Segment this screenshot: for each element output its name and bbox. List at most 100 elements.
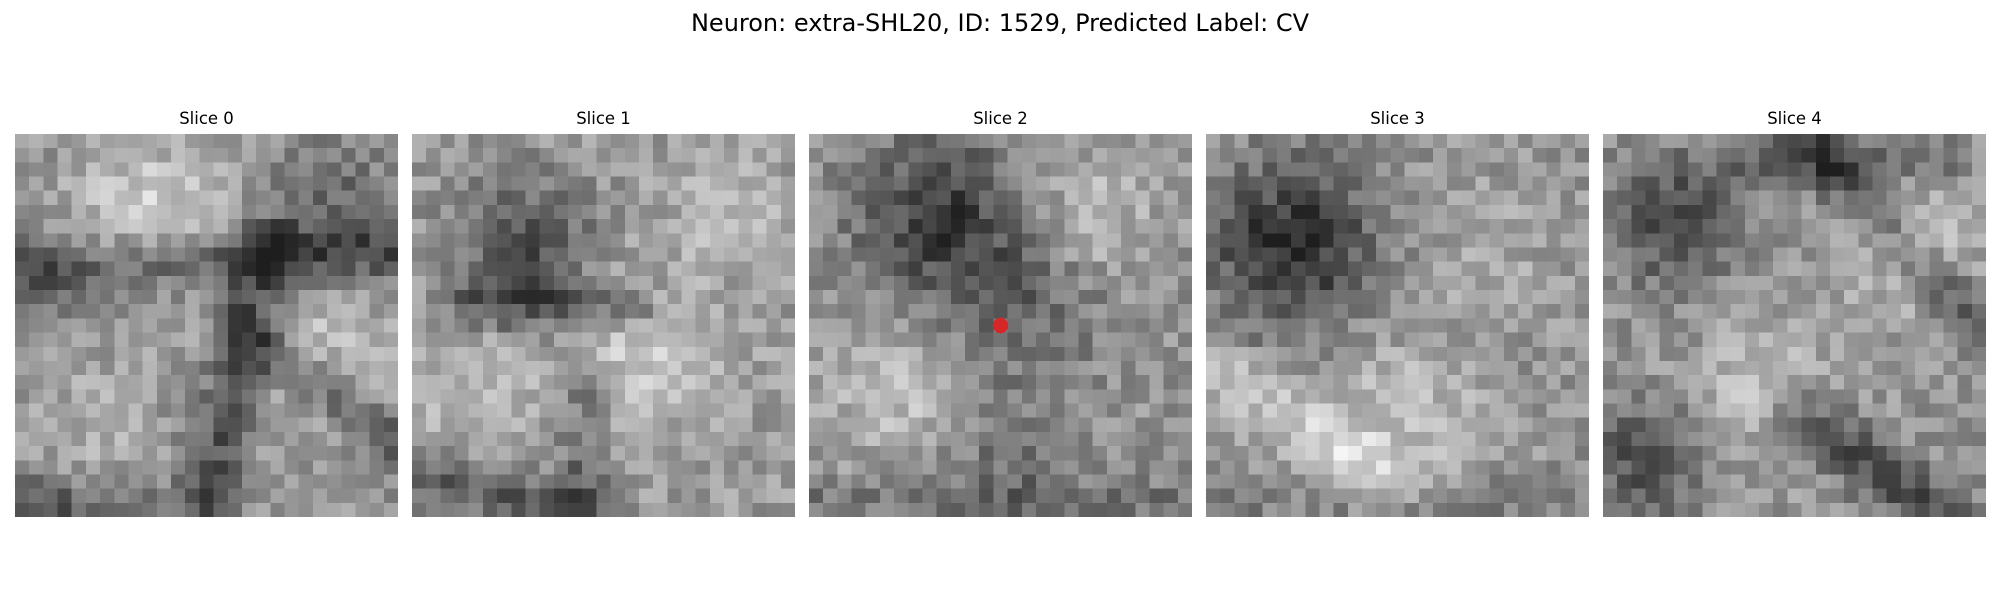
pixel	[1844, 431, 1859, 447]
pixel	[837, 488, 852, 504]
pixel	[1546, 431, 1561, 447]
pixel	[1673, 403, 1689, 418]
pixel	[1546, 162, 1561, 177]
pixel	[738, 134, 753, 149]
pixel	[1503, 304, 1519, 319]
pixel	[100, 233, 115, 248]
pixel	[879, 403, 895, 418]
pixel	[1872, 474, 1887, 489]
pixel	[1844, 375, 1859, 390]
pixel	[1829, 360, 1845, 376]
pixel	[1447, 474, 1462, 489]
pixel	[213, 389, 229, 404]
pixel	[71, 219, 87, 234]
pixel	[1149, 446, 1164, 461]
pixel	[1262, 261, 1278, 277]
pixel	[1532, 190, 1547, 206]
pixel	[1730, 219, 1746, 234]
pixel	[227, 134, 243, 149]
pixel	[1149, 460, 1164, 475]
pixel	[1659, 389, 1675, 404]
pixel	[412, 346, 427, 362]
pixel	[1518, 176, 1533, 192]
pixel	[1617, 290, 1632, 305]
pixel	[568, 233, 583, 248]
pixel	[1092, 290, 1108, 305]
pixel	[1262, 332, 1278, 348]
pixel	[908, 318, 923, 333]
pixel	[1262, 219, 1278, 234]
pixel	[511, 219, 526, 234]
pixel	[695, 360, 711, 376]
pixel	[1773, 219, 1788, 234]
pixel	[879, 190, 895, 206]
pixel	[43, 290, 58, 305]
pixel	[227, 502, 243, 517]
pixel	[1929, 162, 1944, 177]
pixel	[582, 247, 597, 262]
pixel	[539, 502, 555, 517]
pixel	[454, 247, 470, 262]
pixel	[241, 417, 257, 433]
pixel	[1461, 318, 1476, 333]
pixel	[1631, 502, 1646, 517]
pixel	[965, 204, 980, 220]
pixel	[1759, 247, 1774, 262]
pixel	[383, 346, 398, 362]
pixel	[85, 318, 101, 333]
pixel	[1503, 148, 1519, 163]
pixel	[865, 318, 881, 333]
pixel	[553, 460, 569, 475]
pixel	[936, 290, 952, 305]
pixel	[1305, 375, 1320, 390]
pixel	[1957, 162, 1973, 177]
pixel	[1390, 488, 1405, 504]
pixel	[1773, 134, 1788, 149]
pixel	[965, 389, 980, 404]
pixel	[879, 460, 895, 475]
pixel	[256, 204, 271, 220]
pixel	[553, 275, 569, 291]
pixel	[568, 290, 583, 305]
pixel	[1603, 417, 1618, 433]
pixel	[1532, 446, 1547, 461]
pixel	[1163, 304, 1179, 319]
pixel	[71, 134, 87, 149]
pixel	[369, 247, 385, 262]
pixel	[171, 460, 186, 475]
pixel	[57, 389, 73, 404]
pixel	[1092, 389, 1108, 404]
pixel	[128, 261, 143, 277]
pixel	[85, 176, 101, 192]
pixel	[1546, 403, 1561, 418]
pixel	[213, 219, 229, 234]
pixel	[468, 346, 484, 362]
pixel	[1390, 460, 1405, 475]
pixel	[1461, 304, 1476, 319]
pixel	[738, 346, 753, 362]
pixel	[1050, 389, 1065, 404]
pixel	[1872, 190, 1887, 206]
pixel	[738, 233, 753, 248]
pixel	[312, 446, 328, 461]
pixel	[1021, 204, 1037, 220]
pixel	[482, 375, 498, 390]
pixel	[1206, 403, 1221, 418]
pixel	[965, 375, 980, 390]
pixel	[1773, 460, 1788, 475]
pixel	[568, 148, 583, 163]
pixel	[1106, 204, 1122, 220]
pixel	[1787, 304, 1802, 319]
pixel	[780, 219, 795, 234]
pixel	[1078, 219, 1093, 234]
pixel	[1673, 474, 1689, 489]
pixel	[1886, 148, 1902, 163]
pixel	[1418, 360, 1434, 376]
pixel	[1943, 318, 1958, 333]
pixel	[809, 417, 824, 433]
pixel	[227, 162, 243, 177]
pixel	[1716, 190, 1731, 206]
pixel	[1702, 148, 1717, 163]
pixel	[979, 275, 994, 291]
pixel	[582, 304, 597, 319]
